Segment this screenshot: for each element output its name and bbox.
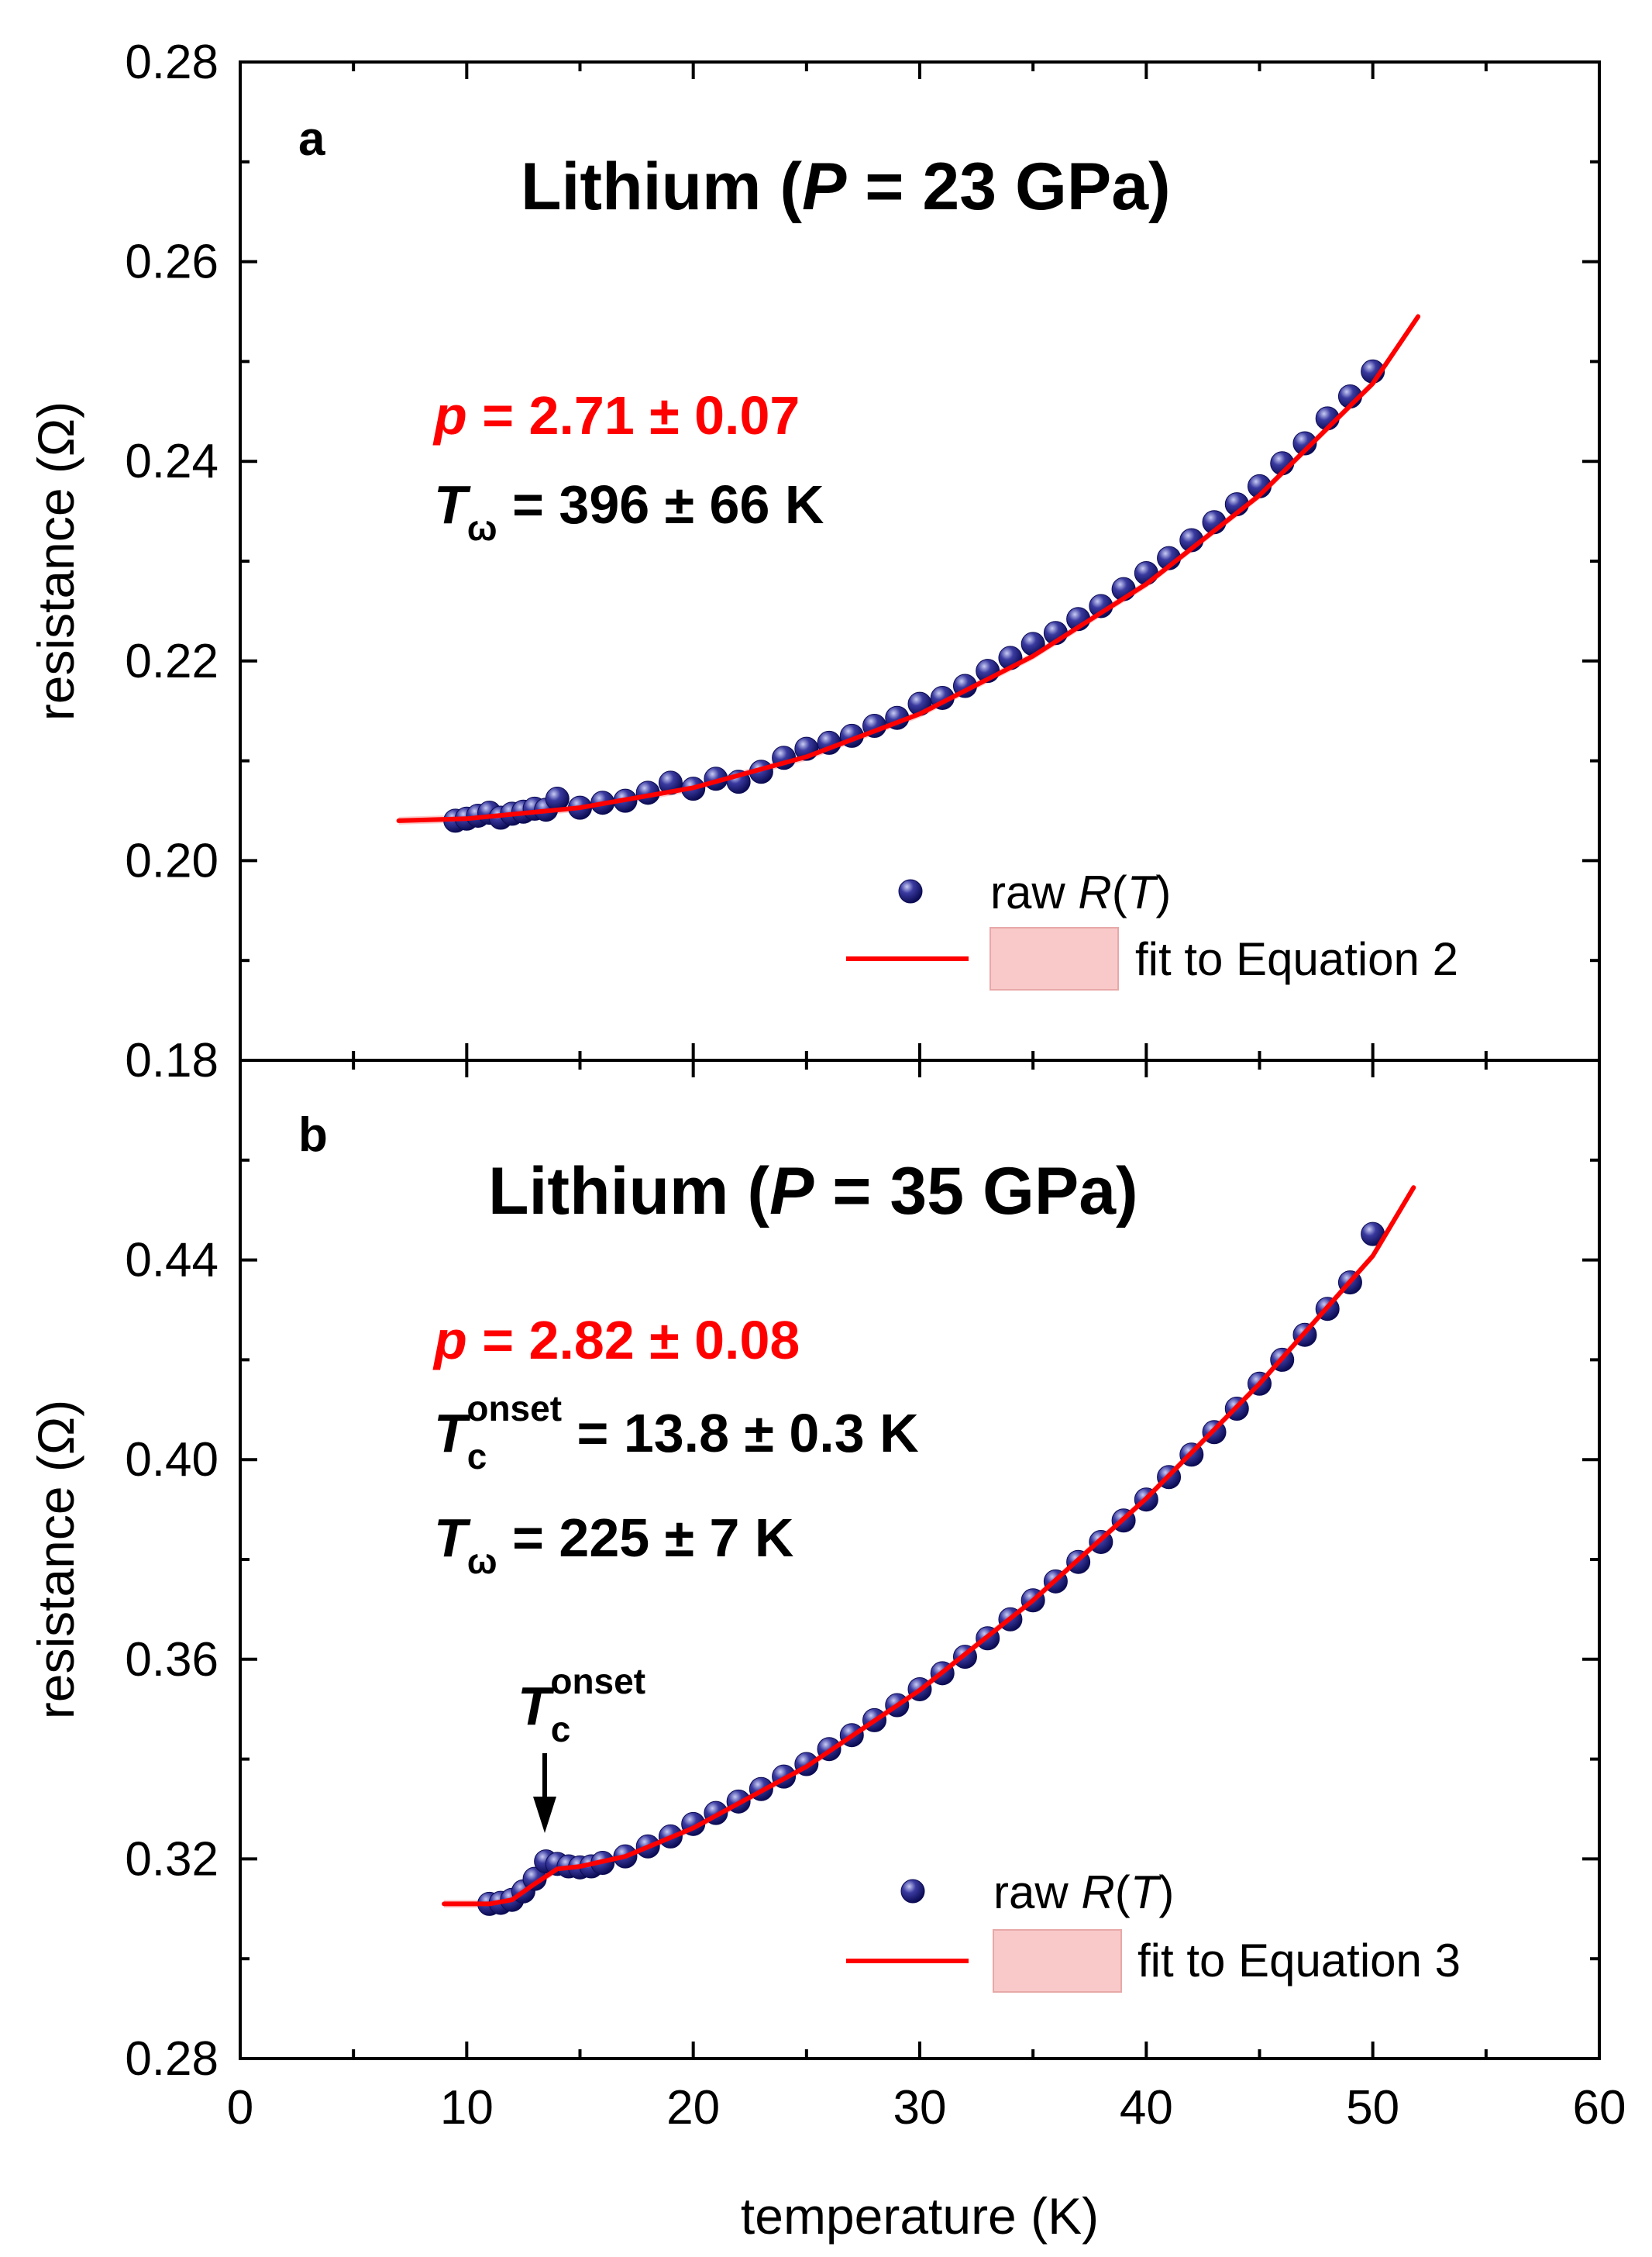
panel-a-tomega-value: Tω = 396 ± 66 K: [434, 474, 824, 548]
panel-b-legend-band: [993, 1929, 1122, 1993]
y-tick-label: 0.20: [125, 834, 219, 887]
panel-a-ytick-labels: 0.18 0.20 0.22 0.24 0.26 0.28: [125, 36, 219, 1087]
panel-a-p-value: p = 2.71 ± 0.07: [432, 385, 800, 446]
panel-a-letter: a: [298, 112, 325, 166]
y-tick-label: 0.28: [125, 2032, 219, 2086]
x-tick-label: 60: [1573, 2081, 1626, 2135]
panel-b-legend-marker: [900, 1879, 925, 1904]
panel-b-legend-fit: fit to Equation 3: [1137, 1935, 1461, 1987]
panel-b-ytick-labels: 0.28 0.32 0.36 0.40 0.44: [125, 1234, 219, 2086]
panel-b-fit-curve: [442, 1185, 1416, 1907]
fit-line: [442, 1185, 1416, 1907]
panel-a-legend-marker: [898, 879, 923, 904]
x-tick-label: 20: [666, 2081, 720, 2135]
panel-b-legend-raw: raw R(T): [993, 1866, 1174, 1918]
panel-b-y-axis-title: resistance (Ω): [27, 1400, 84, 1719]
panel-b-title: Lithium (P = 35 GPa): [488, 1154, 1138, 1228]
panel-a: 0.18 0.20 0.22 0.24 0.26 0.28 a Lithium (P = …: [125, 36, 1601, 1087]
panel-b-ticks: [239, 1059, 1601, 2060]
y-tick-label: 0.22: [125, 635, 219, 688]
panel-a-fit-curve: [396, 314, 1421, 823]
y-tick-label: 0.36: [125, 1633, 219, 1687]
y-tick-label: 0.40: [125, 1433, 219, 1487]
panel-b-letter: b: [298, 1108, 328, 1162]
y-tick-label: 0.32: [125, 1832, 219, 1886]
x-tick-labels: 0 10 20 30 40 50 60: [227, 2081, 1626, 2135]
tc-onset-arrow-head: [533, 1797, 556, 1833]
x-axis-title: temperature (K): [741, 2187, 1099, 2245]
panel-a-y-axis-title: resistance (Ω): [27, 401, 84, 721]
panel-b-tomega-value: Tω = 225 ± 7 K: [434, 1508, 793, 1581]
panel-a-legend-raw: raw R(T): [990, 867, 1171, 918]
x-tick-label: 40: [1120, 2081, 1173, 2135]
panel-b: 0.28 0.32 0.36 0.40 0.44 b Lithium (P = 35 G…: [125, 1059, 1601, 2086]
y-tick-label: 0.26: [125, 236, 219, 289]
panel-b-p-value: p = 2.82 ± 0.08: [432, 1310, 800, 1370]
y-tick-label: 0.44: [125, 1234, 219, 1287]
y-tick-label: 0.28: [125, 36, 219, 89]
x-tick-label: 0: [227, 2081, 253, 2135]
panel-b-tc-value: Tconset = 13.8 ± 0.3 K: [434, 1388, 919, 1477]
tc-onset-annotation: Tconset: [518, 1661, 645, 1749]
data-point: [1292, 431, 1317, 456]
x-tick-label: 50: [1346, 2081, 1399, 2135]
panel-a-title: Lithium (P = 23 GPa): [521, 150, 1171, 224]
panel-a-ticks: [239, 60, 1601, 1062]
x-tick-label: 30: [893, 2081, 947, 2135]
fit-line: [396, 314, 1421, 823]
panel-a-legend-fit: fit to Equation 2: [1135, 933, 1458, 985]
y-tick-label: 0.18: [125, 1034, 219, 1087]
panel-a-legend-band: [989, 927, 1119, 991]
x-tick-label: 10: [440, 2081, 494, 2135]
y-tick-label: 0.24: [125, 435, 219, 488]
